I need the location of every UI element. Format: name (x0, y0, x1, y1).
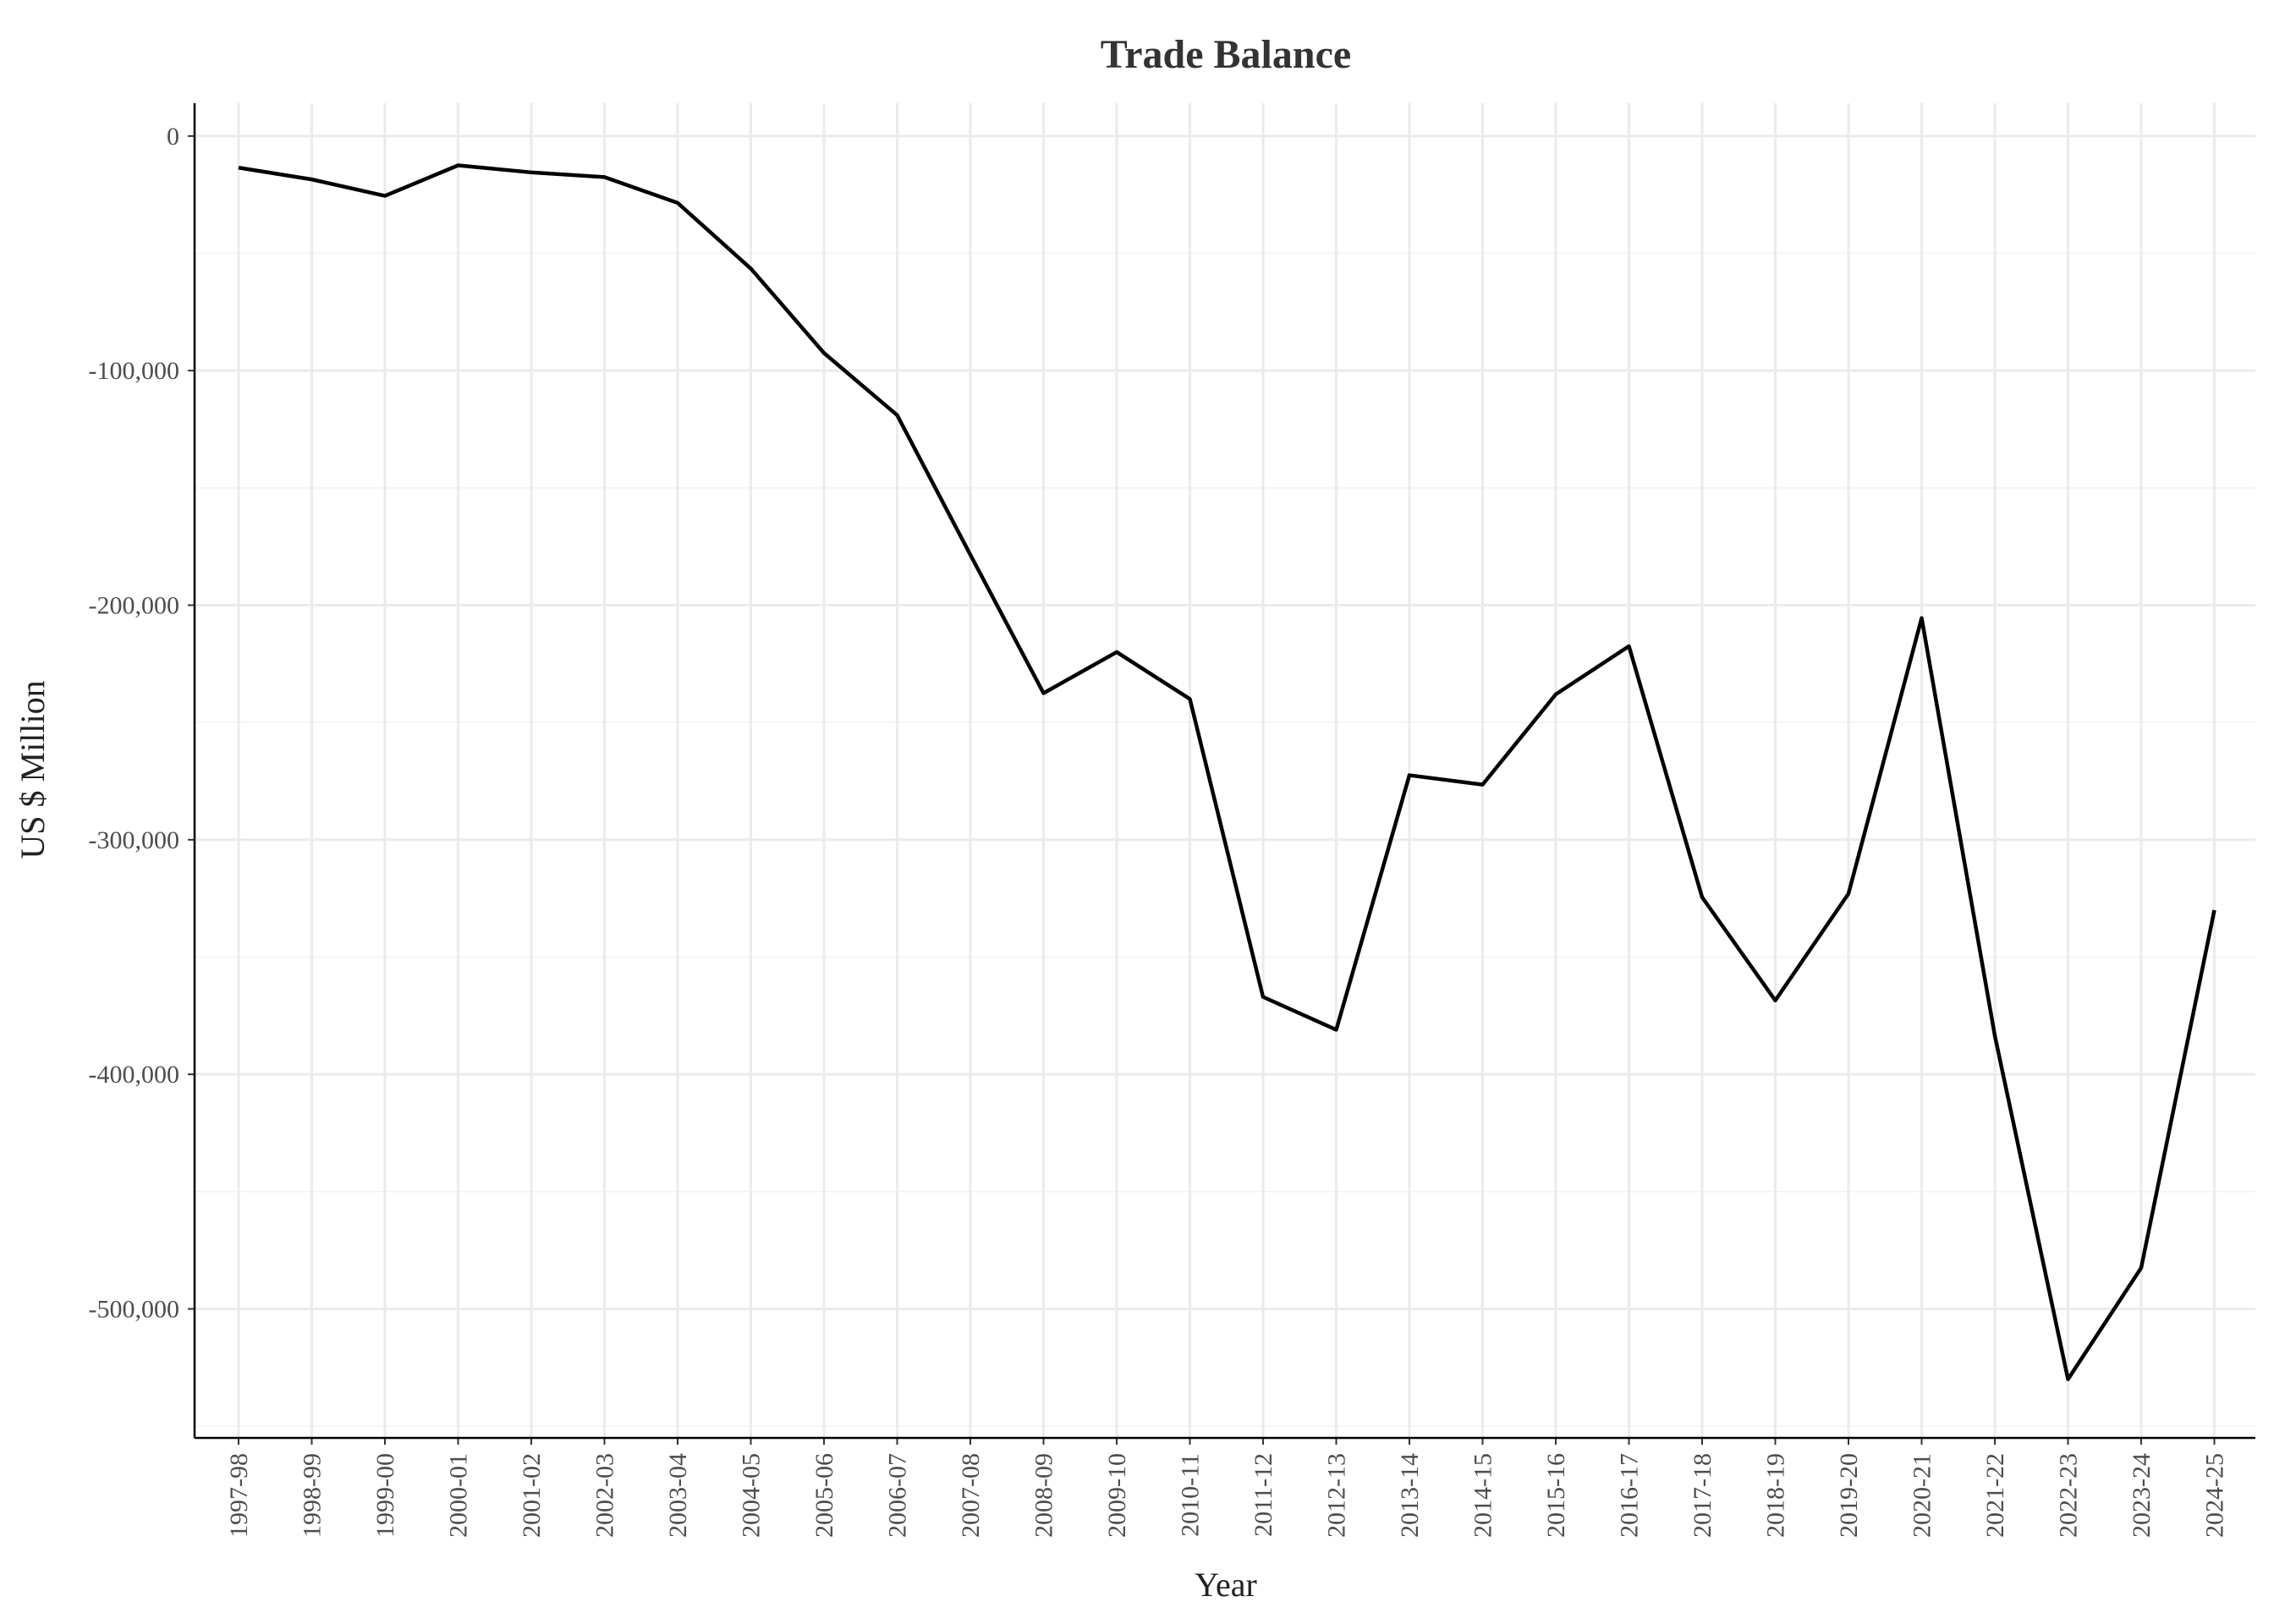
x-tick-label: 2000-01 (445, 1453, 473, 1538)
y-tick-label: -100,000 (89, 357, 180, 385)
data-point (310, 177, 315, 182)
x-tick-label: 2013-14 (1396, 1453, 1424, 1538)
data-point (2212, 908, 2217, 913)
x-tick-label: 2004-05 (738, 1453, 766, 1538)
data-point (1553, 692, 1558, 697)
y-tick-label: -400,000 (89, 1061, 180, 1089)
x-tick-label: 2022-23 (2055, 1453, 2083, 1538)
x-tick-label: 1997-98 (225, 1453, 253, 1538)
data-point (821, 350, 827, 355)
x-tick-label: 2018-19 (1762, 1453, 1790, 1538)
axis-layer (188, 103, 2255, 1445)
data-point (895, 413, 900, 418)
x-tick-label: 2003-04 (664, 1453, 692, 1538)
x-tick-label: 2024-25 (2201, 1453, 2229, 1538)
y-tick-label: 0 (167, 123, 179, 151)
x-tick-label: 2002-03 (591, 1453, 619, 1538)
x-tick-label: 2008-09 (1030, 1453, 1058, 1538)
y-tick-label: -200,000 (89, 591, 180, 619)
y-tick-label: -300,000 (89, 826, 180, 854)
x-tick-label: 2010-11 (1177, 1453, 1205, 1537)
data-point (382, 194, 387, 199)
data-point (968, 552, 973, 557)
data-point (1041, 690, 1046, 695)
x-tick-label: 1998-99 (299, 1453, 327, 1538)
x-tick-label: 2016-17 (1616, 1453, 1644, 1538)
x-tick-label: 2012-13 (1323, 1453, 1351, 1538)
x-tick-label: 2023-24 (2128, 1453, 2156, 1538)
grid-layer (195, 103, 2255, 1438)
data-point (1114, 650, 1119, 655)
x-tick-label: 2006-07 (884, 1453, 912, 1538)
label-layer: Trade Balance Year US $ Million 0 -100,00… (14, 32, 2229, 1604)
data-point (1334, 1027, 1339, 1032)
data-point (1700, 895, 1705, 900)
series-layer (236, 162, 2217, 1382)
data-point (1920, 616, 1925, 621)
x-tick-label: 2020-21 (1909, 1453, 1936, 1538)
data-point (2139, 1265, 2144, 1270)
data-point (529, 170, 534, 175)
x-tick-label: 1999-00 (371, 1453, 399, 1538)
data-point (1773, 998, 1778, 1003)
y-axis-title: US $ Million (14, 680, 52, 859)
data-point (1261, 995, 1266, 1000)
x-tick-label: 2014-15 (1469, 1453, 1497, 1538)
data-point (236, 165, 241, 170)
data-point (1480, 782, 1486, 787)
x-axis-title: Year (1195, 1566, 1257, 1604)
y-tick-label: -500,000 (89, 1295, 180, 1323)
data-point (1407, 773, 1412, 778)
x-tick-label: 2017-18 (1689, 1453, 1716, 1538)
data-point (1992, 1033, 1997, 1038)
x-tick-label: 2011-12 (1250, 1453, 1277, 1537)
x-tick-label: 2019-20 (1835, 1453, 1863, 1538)
x-tick-label: 2009-10 (1103, 1453, 1131, 1538)
data-point (602, 174, 607, 179)
trade-balance-series-line (238, 163, 2216, 1381)
x-tick-label: 2005-06 (810, 1453, 838, 1538)
x-tick-label: 2021-22 (1981, 1453, 2009, 1538)
data-point (2066, 1377, 2071, 1382)
x-tick-label: 2007-08 (957, 1453, 985, 1538)
data-point (1188, 696, 1193, 701)
data-point (456, 162, 461, 167)
x-tick-label: 2001-02 (518, 1453, 546, 1538)
data-point (1627, 644, 1632, 649)
data-point (1846, 892, 1851, 897)
x-tick-label: 2015-16 (1542, 1453, 1570, 1538)
data-point (675, 200, 680, 206)
chart-title: Trade Balance (1101, 32, 1351, 77)
data-point (749, 266, 754, 272)
